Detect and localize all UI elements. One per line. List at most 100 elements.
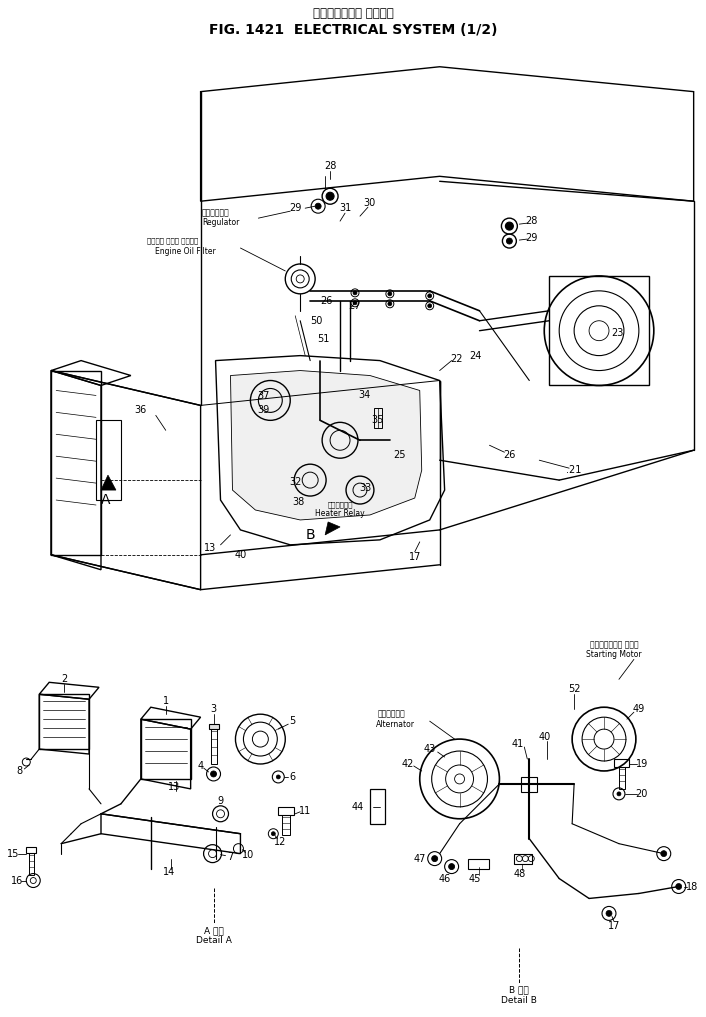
Text: 9: 9 — [217, 796, 224, 805]
Text: 22: 22 — [450, 354, 463, 364]
Circle shape — [271, 832, 275, 836]
Text: 2: 2 — [61, 674, 67, 684]
Text: 26: 26 — [320, 296, 333, 306]
Text: 51: 51 — [317, 334, 329, 344]
Text: 39: 39 — [257, 406, 270, 415]
Text: Detail B: Detail B — [501, 996, 537, 1005]
Text: B 詳細: B 詳細 — [510, 985, 530, 995]
Text: エンジン オイル フィルタ: エンジン オイル フィルタ — [147, 238, 198, 244]
Bar — [515, 853, 532, 863]
Text: A: A — [101, 493, 111, 507]
Text: A 詳細: A 詳細 — [203, 925, 223, 935]
Polygon shape — [101, 475, 116, 490]
Circle shape — [276, 775, 280, 779]
Text: Starting Motor: Starting Motor — [586, 650, 642, 659]
Text: 6: 6 — [289, 772, 295, 782]
Text: スターティング モータ: スターティング モータ — [590, 640, 638, 649]
Bar — [374, 409, 382, 428]
Bar — [140, 719, 191, 779]
Circle shape — [428, 304, 431, 308]
Text: 41: 41 — [511, 739, 523, 750]
Bar — [29, 852, 35, 875]
Text: オルタネータ: オルタネータ — [378, 710, 406, 719]
Circle shape — [506, 238, 513, 244]
Bar — [208, 724, 219, 729]
Bar — [521, 777, 537, 792]
Text: 45: 45 — [468, 874, 481, 884]
Text: B: B — [306, 528, 315, 542]
Circle shape — [676, 884, 682, 890]
Circle shape — [606, 910, 612, 916]
Circle shape — [661, 850, 666, 856]
Text: 36: 36 — [135, 406, 147, 415]
Text: 38: 38 — [292, 497, 304, 507]
Text: 4: 4 — [198, 761, 203, 771]
Bar — [278, 806, 294, 815]
Text: 33: 33 — [359, 483, 371, 493]
Circle shape — [388, 292, 392, 296]
Text: FIG. 1421  ELECTRICAL SYSTEM (1/2): FIG. 1421 ELECTRICAL SYSTEM (1/2) — [209, 23, 497, 37]
Circle shape — [353, 301, 357, 305]
Text: 44: 44 — [352, 801, 364, 812]
Bar — [467, 858, 489, 869]
Text: 29: 29 — [289, 203, 301, 214]
Text: 37: 37 — [257, 392, 270, 402]
Text: 1: 1 — [162, 697, 169, 706]
Text: 28: 28 — [525, 217, 537, 226]
Text: 17: 17 — [608, 921, 620, 932]
Text: 27: 27 — [349, 301, 361, 311]
Text: 19: 19 — [635, 759, 648, 769]
Text: エレクトリカル システム: エレクトリカル システム — [313, 7, 393, 20]
Bar — [96, 420, 121, 500]
Text: 48: 48 — [513, 869, 525, 879]
Text: 40: 40 — [234, 550, 246, 559]
Text: 31: 31 — [339, 203, 351, 214]
Text: 24: 24 — [469, 351, 481, 361]
Text: 18: 18 — [686, 882, 698, 892]
Text: 46: 46 — [438, 874, 450, 884]
Text: 29: 29 — [525, 233, 537, 243]
Text: 20: 20 — [635, 789, 648, 799]
Text: 42: 42 — [402, 759, 414, 769]
Text: 49: 49 — [633, 704, 645, 714]
Text: 13: 13 — [205, 543, 217, 553]
Circle shape — [428, 294, 431, 298]
Bar — [40, 695, 89, 750]
Bar — [52, 370, 101, 555]
Text: 15: 15 — [7, 848, 20, 858]
Text: .21: .21 — [566, 465, 582, 475]
Text: 5: 5 — [289, 716, 295, 726]
Text: 30: 30 — [364, 198, 376, 208]
Circle shape — [388, 302, 392, 306]
Circle shape — [315, 203, 321, 210]
Circle shape — [505, 222, 513, 230]
Text: Engine Oil Filter: Engine Oil Filter — [155, 246, 216, 255]
Text: Alternator: Alternator — [376, 720, 415, 728]
Text: 8: 8 — [16, 766, 23, 776]
Text: 11: 11 — [299, 805, 311, 816]
Circle shape — [431, 855, 438, 861]
Text: Heater Relay: Heater Relay — [316, 510, 365, 519]
Bar — [619, 767, 625, 789]
Bar — [370, 789, 385, 824]
Text: 40: 40 — [538, 732, 551, 742]
Circle shape — [353, 291, 357, 295]
Circle shape — [448, 863, 455, 870]
Bar — [26, 847, 36, 852]
Text: 47: 47 — [414, 853, 426, 863]
Text: 50: 50 — [310, 315, 323, 325]
Text: 25: 25 — [393, 451, 406, 461]
Polygon shape — [230, 370, 421, 520]
Text: 34: 34 — [358, 391, 370, 401]
Bar — [614, 759, 629, 767]
Circle shape — [326, 192, 334, 200]
Polygon shape — [325, 522, 340, 535]
Text: 10: 10 — [242, 849, 255, 859]
Text: Detail A: Detail A — [196, 936, 232, 945]
Text: 32: 32 — [289, 477, 301, 487]
Text: 12: 12 — [274, 837, 287, 847]
Circle shape — [210, 771, 217, 777]
Bar — [282, 815, 290, 835]
Text: 52: 52 — [568, 684, 580, 695]
Bar — [210, 729, 217, 764]
